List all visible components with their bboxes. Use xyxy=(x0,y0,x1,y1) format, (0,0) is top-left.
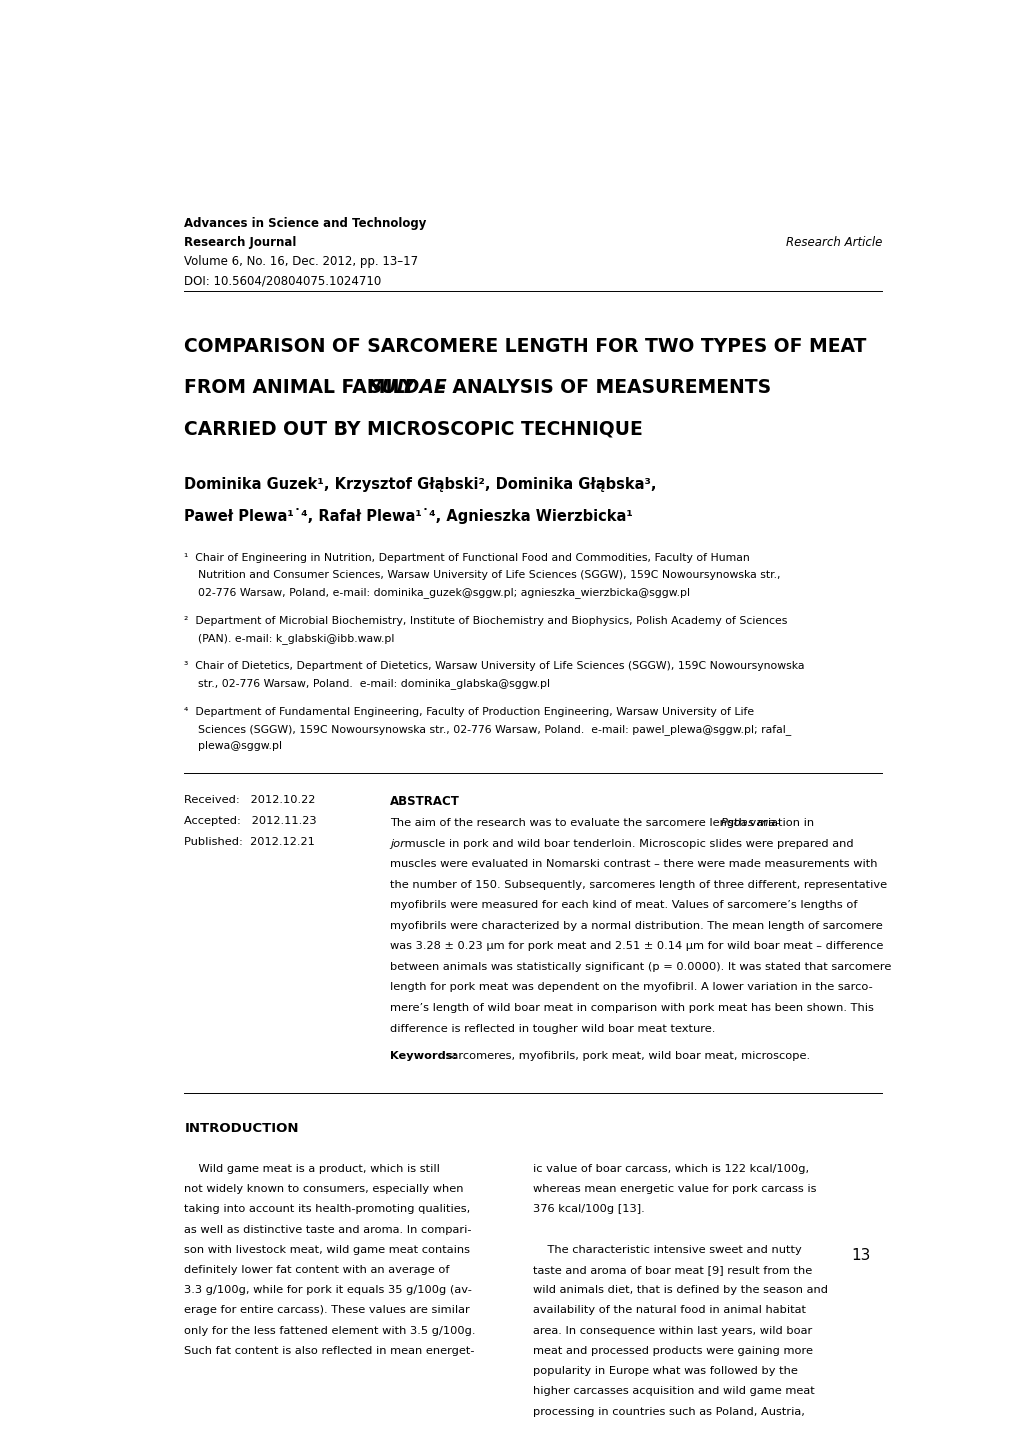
Text: Accepted:   2012.11.23: Accepted: 2012.11.23 xyxy=(184,816,317,826)
Text: son with livestock meat, wild game meat contains: son with livestock meat, wild game meat … xyxy=(184,1244,470,1255)
Text: (PAN). e-mail: k_glabski@ibb.waw.pl: (PAN). e-mail: k_glabski@ibb.waw.pl xyxy=(184,633,394,643)
Text: The aim of the research was to evaluate the sarcomere length variation in: The aim of the research was to evaluate … xyxy=(389,818,817,828)
Text: higher carcasses acquisition and wild game meat: higher carcasses acquisition and wild ga… xyxy=(533,1386,814,1396)
Text: 13: 13 xyxy=(851,1249,870,1263)
Text: Paweł Plewa¹˙⁴, Rafał Plewa¹˙⁴, Agnieszka Wierzbicka¹: Paweł Plewa¹˙⁴, Rafał Plewa¹˙⁴, Agnieszk… xyxy=(184,509,633,525)
Text: Psoas ma-: Psoas ma- xyxy=(720,818,780,828)
Text: taking into account its health-promoting qualities,: taking into account its health-promoting… xyxy=(184,1204,470,1214)
Text: COMPARISON OF SARCOMERE LENGTH FOR TWO TYPES OF MEAT: COMPARISON OF SARCOMERE LENGTH FOR TWO T… xyxy=(184,337,866,356)
Text: meat and processed products were gaining more: meat and processed products were gaining… xyxy=(533,1345,812,1355)
Text: definitely lower fat content with an average of: definitely lower fat content with an ave… xyxy=(184,1265,449,1275)
Text: CARRIED OUT BY MICROSCOPIC TECHNIQUE: CARRIED OUT BY MICROSCOPIC TECHNIQUE xyxy=(184,420,643,438)
Text: length for pork meat was dependent on the myofibril. A lower variation in the sa: length for pork meat was dependent on th… xyxy=(389,982,872,992)
Text: myofibrils were characterized by a normal distribution. The mean length of sarco: myofibrils were characterized by a norma… xyxy=(389,921,881,932)
Text: ⁴  Department of Fundamental Engineering, Faculty of Production Engineering, War: ⁴ Department of Fundamental Engineering,… xyxy=(184,707,754,717)
Text: Received:   2012.10.22: Received: 2012.10.22 xyxy=(184,795,316,805)
Text: processing in countries such as Poland, Austria,: processing in countries such as Poland, … xyxy=(533,1406,804,1416)
Text: FROM ANIMAL FAMILY: FROM ANIMAL FAMILY xyxy=(184,378,422,398)
Text: Sciences (SGGW), 159C Nowoursynowska str., 02-776 Warsaw, Poland.  e-mail: pawel: Sciences (SGGW), 159C Nowoursynowska str… xyxy=(184,724,791,734)
Text: 02-776 Warsaw, Poland, e-mail: dominika_guzek@sggw.pl; agnieszka_wierzbicka@sggw: 02-776 Warsaw, Poland, e-mail: dominika_… xyxy=(184,587,690,598)
Text: sarcomeres, myofibrils, pork meat, wild boar meat, microscope.: sarcomeres, myofibrils, pork meat, wild … xyxy=(441,1051,809,1061)
Text: area. In consequence within last years, wild boar: area. In consequence within last years, … xyxy=(533,1325,811,1335)
Text: Nutrition and Consumer Sciences, Warsaw University of Life Sciences (SGGW), 159C: Nutrition and Consumer Sciences, Warsaw … xyxy=(184,570,781,580)
Text: as well as distinctive taste and aroma. In compari-: as well as distinctive taste and aroma. … xyxy=(184,1224,472,1234)
Text: mere’s length of wild boar meat in comparison with pork meat has been shown. Thi: mere’s length of wild boar meat in compa… xyxy=(389,1004,873,1014)
Text: whereas mean energetic value for pork carcass is: whereas mean energetic value for pork ca… xyxy=(533,1184,816,1194)
Text: ic value of boar carcass, which is 122 kcal/100g,: ic value of boar carcass, which is 122 k… xyxy=(533,1164,808,1174)
Text: DOI: 10.5604/20804075.1024710: DOI: 10.5604/20804075.1024710 xyxy=(184,274,381,287)
Text: Wild game meat is a product, which is still: Wild game meat is a product, which is st… xyxy=(184,1164,440,1174)
Text: not widely known to consumers, especially when: not widely known to consumers, especiall… xyxy=(184,1184,464,1194)
Text: muscles were evaluated in Nomarski contrast – there were made measurements with: muscles were evaluated in Nomarski contr… xyxy=(389,859,876,870)
Text: Advances in Science and Technology: Advances in Science and Technology xyxy=(184,218,426,231)
Text: The characteristic intensive sweet and nutty: The characteristic intensive sweet and n… xyxy=(533,1244,801,1255)
Text: ABSTRACT: ABSTRACT xyxy=(389,795,460,808)
Text: Dominika Guzek¹, Krzysztof Głąbski², Dominika Głąbska³,: Dominika Guzek¹, Krzysztof Głąbski², Dom… xyxy=(184,477,656,492)
Text: ²  Department of Microbial Biochemistry, Institute of Biochemistry and Biophysic: ² Department of Microbial Biochemistry, … xyxy=(184,616,787,626)
Text: only for the less fattened element with 3.5 g/100g.: only for the less fattened element with … xyxy=(184,1325,476,1335)
Text: between animals was statistically significant (p = 0.0000). It was stated that s: between animals was statistically signif… xyxy=(389,962,891,972)
Text: SUIDAE: SUIDAE xyxy=(368,378,446,398)
Text: myofibrils were measured for each kind of meat. Values of sarcomere’s lengths of: myofibrils were measured for each kind o… xyxy=(389,900,857,910)
Text: Keywords:: Keywords: xyxy=(389,1051,457,1061)
Text: 376 kcal/100g [13].: 376 kcal/100g [13]. xyxy=(533,1204,644,1214)
Text: availability of the natural food in animal habitat: availability of the natural food in anim… xyxy=(533,1305,805,1315)
Text: plewa@sggw.pl: plewa@sggw.pl xyxy=(184,741,282,751)
Text: jor: jor xyxy=(389,839,405,849)
Text: the number of 150. Subsequently, sarcomeres length of three different, represent: the number of 150. Subsequently, sarcome… xyxy=(389,880,887,890)
Text: ¹  Chair of Engineering in Nutrition, Department of Functional Food and Commodit: ¹ Chair of Engineering in Nutrition, Dep… xyxy=(184,552,749,562)
Text: taste and aroma of boar meat [9] result from the: taste and aroma of boar meat [9] result … xyxy=(533,1265,811,1275)
Text: erage for entire carcass). These values are similar: erage for entire carcass). These values … xyxy=(184,1305,470,1315)
Text: Research Journal: Research Journal xyxy=(184,236,297,249)
Text: str., 02-776 Warsaw, Poland.  e-mail: dominika_glabska@sggw.pl: str., 02-776 Warsaw, Poland. e-mail: dom… xyxy=(184,678,550,689)
Text: muscle in pork and wild boar tenderloin. Microscopic slides were prepared and: muscle in pork and wild boar tenderloin.… xyxy=(401,839,853,849)
Text: Research Article: Research Article xyxy=(786,236,881,249)
Text: – ANALYSIS OF MEASUREMENTS: – ANALYSIS OF MEASUREMENTS xyxy=(429,378,770,398)
Text: Such fat content is also reflected in mean energet-: Such fat content is also reflected in me… xyxy=(184,1345,475,1355)
Text: ³  Chair of Dietetics, Department of Dietetics, Warsaw University of Life Scienc: ³ Chair of Dietetics, Department of Diet… xyxy=(184,660,804,671)
Text: 3.3 g/100g, while for pork it equals 35 g/100g (av-: 3.3 g/100g, while for pork it equals 35 … xyxy=(184,1285,472,1295)
Text: Volume 6, No. 16, Dec. 2012, pp. 13–17: Volume 6, No. 16, Dec. 2012, pp. 13–17 xyxy=(184,255,418,268)
Text: Published:  2012.12.21: Published: 2012.12.21 xyxy=(184,836,315,846)
Text: popularity in Europe what was followed by the: popularity in Europe what was followed b… xyxy=(533,1366,797,1376)
Text: difference is reflected in tougher wild boar meat texture.: difference is reflected in tougher wild … xyxy=(389,1024,714,1034)
Text: wild animals diet, that is defined by the season and: wild animals diet, that is defined by th… xyxy=(533,1285,827,1295)
Text: was 3.28 ± 0.23 μm for pork meat and 2.51 ± 0.14 μm for wild boar meat – differe: was 3.28 ± 0.23 μm for pork meat and 2.5… xyxy=(389,942,882,952)
Text: INTRODUCTION: INTRODUCTION xyxy=(184,1122,299,1135)
